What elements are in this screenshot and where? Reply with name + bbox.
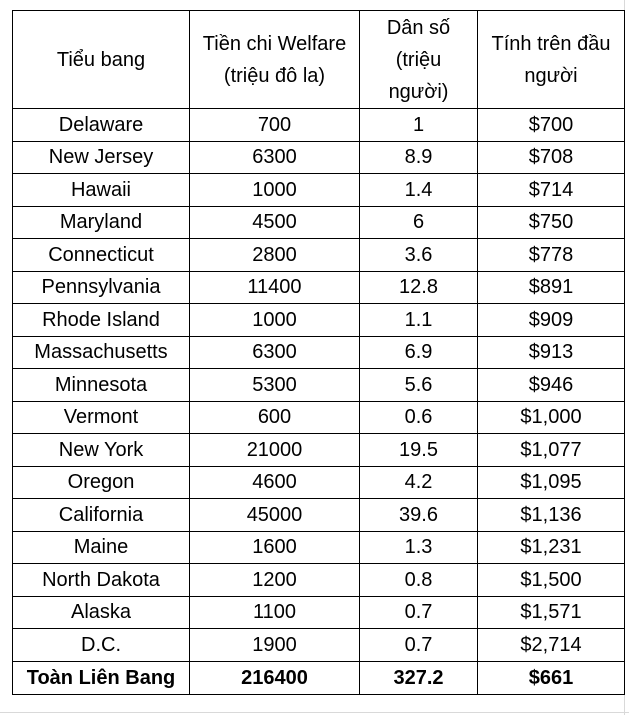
table-row: New Jersey 6300 8.9 $708 bbox=[12, 140, 625, 174]
cell-per-capita[interactable]: $1,231 bbox=[477, 530, 625, 564]
cell-population[interactable]: 1.3 bbox=[359, 530, 478, 564]
cell-per-capita[interactable]: $700 bbox=[477, 108, 625, 142]
cell-population[interactable]: 19.5 bbox=[359, 433, 478, 467]
cell-welfare-spending[interactable]: 1900 bbox=[189, 628, 360, 662]
cell-per-capita[interactable]: $1,000 bbox=[477, 400, 625, 434]
cell-state[interactable]: North Dakota bbox=[12, 563, 190, 597]
cell-welfare-spending[interactable]: 600 bbox=[189, 400, 360, 434]
cell-per-capita[interactable]: $708 bbox=[477, 140, 625, 174]
cell-state[interactable]: D.C. bbox=[12, 628, 190, 662]
table-row: California 45000 39.6 $1,136 bbox=[12, 498, 625, 532]
table-row: Connecticut 2800 3.6 $778 bbox=[12, 238, 625, 272]
cell-population[interactable]: 0.7 bbox=[359, 595, 478, 629]
cell-per-capita[interactable]: $1,095 bbox=[477, 465, 625, 499]
table-row: Maine 1600 1.3 $1,231 bbox=[12, 530, 625, 564]
cell-welfare-spending[interactable]: 4600 bbox=[189, 465, 360, 499]
table-row: Delaware 700 1 $700 bbox=[12, 108, 625, 142]
cell-per-capita[interactable]: $913 bbox=[477, 335, 625, 369]
table-body: Delaware 700 1 $700 New Jersey 6300 8.9 $708 Haw… bbox=[12, 108, 625, 695]
cell-state[interactable]: Maine bbox=[12, 530, 190, 564]
header-state[interactable]: Tiểu bang bbox=[12, 10, 190, 109]
cell-state[interactable]: Delaware bbox=[12, 108, 190, 142]
cell-population[interactable]: 4.2 bbox=[359, 465, 478, 499]
table-row: Massachusetts 6300 6.9 $913 bbox=[12, 335, 625, 369]
cell-population[interactable]: 39.6 bbox=[359, 498, 478, 532]
cell-population[interactable]: 6.9 bbox=[359, 335, 478, 369]
cell-welfare-spending[interactable]: 11400 bbox=[189, 270, 360, 304]
cell-state[interactable]: New York bbox=[12, 433, 190, 467]
table-row: North Dakota 1200 0.8 $1,500 bbox=[12, 563, 625, 597]
cell-welfare-spending[interactable]: 1100 bbox=[189, 595, 360, 629]
cell-state[interactable]: Oregon bbox=[12, 465, 190, 499]
table-row: Pennsylvania 11400 12.8 $891 bbox=[12, 270, 625, 304]
cell-welfare-spending[interactable]: 700 bbox=[189, 108, 360, 142]
cell-welfare-spending[interactable]: 6300 bbox=[189, 140, 360, 174]
cell-welfare-spending[interactable]: 2800 bbox=[189, 238, 360, 272]
cell-per-capita[interactable]: $750 bbox=[477, 205, 625, 239]
cell-per-capita[interactable]: $1,571 bbox=[477, 595, 625, 629]
cell-welfare-spending[interactable]: 1000 bbox=[189, 303, 360, 337]
cell-state[interactable]: Minnesota bbox=[12, 368, 190, 402]
cell-welfare-spending[interactable]: 1200 bbox=[189, 563, 360, 597]
table-row: D.C. 1900 0.7 $2,714 bbox=[12, 628, 625, 662]
cell-welfare-spending[interactable]: 1000 bbox=[189, 173, 360, 207]
cell-per-capita[interactable]: $891 bbox=[477, 270, 625, 304]
table-row: Oregon 4600 4.2 $1,095 bbox=[12, 465, 625, 499]
cell-population[interactable]: 0.6 bbox=[359, 400, 478, 434]
header-welfare-spending[interactable]: Tiền chi Welfare (triệu đô la) bbox=[189, 10, 360, 109]
header-row: Tiểu bang Tiền chi Welfare (triệu đô la)… bbox=[12, 10, 625, 109]
cell-welfare-spending[interactable]: 45000 bbox=[189, 498, 360, 532]
cell-population[interactable]: 8.9 bbox=[359, 140, 478, 174]
cell-state[interactable]: Pennsylvania bbox=[12, 270, 190, 304]
welfare-table: Tiểu bang Tiền chi Welfare (triệu đô la)… bbox=[12, 10, 625, 695]
table-row: Alaska 1100 0.7 $1,571 bbox=[12, 595, 625, 629]
cell-welfare-spending[interactable]: 21000 bbox=[189, 433, 360, 467]
cell-per-capita[interactable]: $946 bbox=[477, 368, 625, 402]
cell-state[interactable]: Maryland bbox=[12, 205, 190, 239]
cell-welfare-spending[interactable]: 4500 bbox=[189, 205, 360, 239]
cell-welfare-spending[interactable]: 1600 bbox=[189, 530, 360, 564]
cell-population[interactable]: 1.4 bbox=[359, 173, 478, 207]
cell-state[interactable]: Rhode Island bbox=[12, 303, 190, 337]
total-cell-population[interactable]: 327.2 bbox=[359, 660, 478, 695]
cell-state[interactable]: Vermont bbox=[12, 400, 190, 434]
cell-population[interactable]: 0.8 bbox=[359, 563, 478, 597]
sheet-gridline bbox=[0, 712, 629, 716]
cell-state[interactable]: California bbox=[12, 498, 190, 532]
table-row: Vermont 600 0.6 $1,000 bbox=[12, 400, 625, 434]
cell-population[interactable]: 1.1 bbox=[359, 303, 478, 337]
cell-population[interactable]: 5.6 bbox=[359, 368, 478, 402]
cell-state[interactable]: Alaska bbox=[12, 595, 190, 629]
cell-welfare-spending[interactable]: 5300 bbox=[189, 368, 360, 402]
cell-per-capita[interactable]: $1,136 bbox=[477, 498, 625, 532]
cell-per-capita[interactable]: $1,500 bbox=[477, 563, 625, 597]
table-row: New York 21000 19.5 $1,077 bbox=[12, 433, 625, 467]
cell-population[interactable]: 12.8 bbox=[359, 270, 478, 304]
cell-per-capita[interactable]: $778 bbox=[477, 238, 625, 272]
table-row: Maryland 4500 6 $750 bbox=[12, 205, 625, 239]
table-row: Minnesota 5300 5.6 $946 bbox=[12, 368, 625, 402]
cell-per-capita[interactable]: $714 bbox=[477, 173, 625, 207]
cell-population[interactable]: 1 bbox=[359, 108, 478, 142]
table-row: Rhode Island 1000 1.1 $909 bbox=[12, 303, 625, 337]
cell-population[interactable]: 3.6 bbox=[359, 238, 478, 272]
cell-welfare-spending[interactable]: 6300 bbox=[189, 335, 360, 369]
cell-per-capita[interactable]: $1,077 bbox=[477, 433, 625, 467]
table-row: Hawaii 1000 1.4 $714 bbox=[12, 173, 625, 207]
header-population[interactable]: Dân số (triệu người) bbox=[359, 10, 478, 109]
total-cell-state[interactable]: Toàn Liên Bang bbox=[12, 660, 190, 695]
total-cell-welfare-spending[interactable]: 216400 bbox=[189, 660, 360, 695]
cell-per-capita[interactable]: $2,714 bbox=[477, 628, 625, 662]
cell-state[interactable]: Massachusetts bbox=[12, 335, 190, 369]
cell-state[interactable]: New Jersey bbox=[12, 140, 190, 174]
header-per-capita[interactable]: Tính trên đầu người bbox=[477, 10, 625, 109]
total-cell-per-capita[interactable]: $661 bbox=[477, 660, 625, 695]
cell-population[interactable]: 6 bbox=[359, 205, 478, 239]
cell-population[interactable]: 0.7 bbox=[359, 628, 478, 662]
cell-state[interactable]: Connecticut bbox=[12, 238, 190, 272]
cell-per-capita[interactable]: $909 bbox=[477, 303, 625, 337]
cell-state[interactable]: Hawaii bbox=[12, 173, 190, 207]
total-row: Toàn Liên Bang 216400 327.2 $661 bbox=[12, 660, 625, 695]
